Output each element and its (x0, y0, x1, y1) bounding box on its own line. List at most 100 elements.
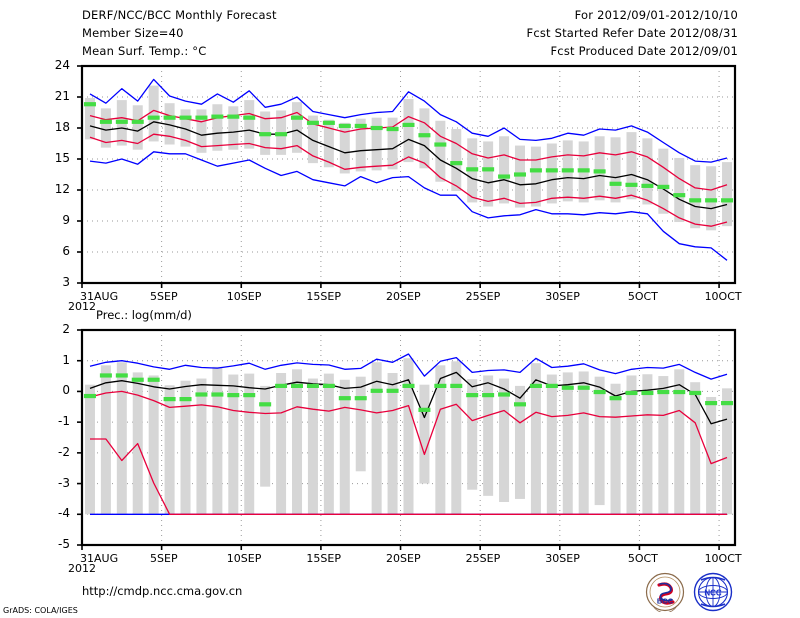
y-tick-label: -4 (58, 506, 70, 521)
precip-panel-label: Prec.: log(mm/d) (96, 308, 192, 322)
ensemble-range-bar (84, 98, 95, 140)
x-tick-label: 10SEP (226, 290, 262, 303)
bcc-logo: BCC (645, 572, 685, 612)
ensemble-range-bar (387, 117, 398, 170)
ensemble-range-bar (339, 379, 350, 515)
panel-temperature (77, 64, 737, 288)
ensemble-range-bar (180, 109, 191, 147)
forecast-start-date: Fcst Started Refer Date 2012/08/31 (526, 26, 738, 40)
x-tick-label: 20SEP (386, 552, 421, 565)
ensemble-range-bar (674, 157, 685, 223)
ensemble-range-bar (642, 374, 653, 515)
ensemble-range-bar (594, 136, 605, 201)
ensemble-range-bar (100, 108, 111, 148)
ensemble-range-bar (212, 366, 223, 515)
website-url[interactable]: http://cmdp.ncc.cma.gov.cn (82, 584, 243, 598)
year-label-top: 2012 (68, 300, 96, 313)
y-tick-label: 18 (54, 120, 70, 134)
y-tick-label: -5 (58, 537, 70, 551)
x-tick-label: 25SEP (465, 552, 501, 565)
ensemble-range-bar (419, 384, 430, 484)
y-tick-label: 2 (62, 322, 70, 336)
y-tick-label: 6 (62, 244, 70, 258)
series-line-ensemble-max (89, 78, 728, 163)
ensemble-range-bar (514, 385, 525, 499)
series-line-ensemble-min (89, 151, 728, 261)
ensemble-range-bar (483, 375, 494, 496)
ensemble-range-bar (690, 382, 701, 515)
y-tick-label: 21 (54, 89, 70, 103)
member-size: Member Size=40 (82, 26, 184, 40)
x-tick-label: 10OCT (704, 552, 742, 565)
ensemble-range-bar (307, 115, 318, 164)
ensemble-range-bar (626, 375, 637, 515)
ensemble-range-bar (451, 361, 462, 515)
x-tick-label: 5SEP (150, 290, 178, 303)
x-tick-label: 15SEP (306, 290, 341, 303)
y-tick-label: 0 (62, 383, 70, 398)
ensemble-range-bar (244, 373, 255, 515)
x-tick-label: 5OCT (627, 290, 658, 303)
ensemble-range-bar (483, 141, 494, 207)
series-line-mean-spread (89, 390, 728, 465)
series-line-ensemble-mean (89, 121, 728, 210)
plot-background-temperature (82, 66, 735, 283)
ensemble-range-bar (148, 375, 159, 515)
ensemble-range-bar (467, 379, 478, 490)
panel-precipitation (77, 328, 737, 550)
ensemble-range-bar (642, 138, 653, 205)
x-tick-label: 15SEP (306, 552, 341, 565)
ensemble-range-bar (371, 117, 382, 171)
ensemble-range-bar (276, 373, 287, 515)
ensemble-range-bar (419, 108, 430, 169)
plot-frame-precipitation (80, 328, 737, 547)
ensemble-range-bar (196, 378, 207, 515)
ncc-logo: NCC (693, 572, 733, 612)
ensemble-range-bar (594, 376, 605, 506)
series-line-ensemble-max (89, 353, 728, 380)
x-tick-label: 5SEP (150, 552, 178, 565)
ensemble-range-bar (180, 380, 191, 515)
ensemble-range-bar (722, 388, 733, 515)
ensemble-range-bar (355, 376, 366, 472)
ensemble-range-bar (403, 358, 414, 515)
ensemble-range-bar (690, 165, 701, 229)
ensemble-range-bar (323, 373, 334, 515)
ensemble-range-bar (339, 122, 350, 174)
ensemble-range-bar (323, 119, 334, 168)
x-tick-label: 30SEP (545, 290, 580, 303)
ensemble-range-bar (499, 136, 510, 204)
ensemble-range-bar (292, 369, 303, 515)
ensemble-range-bar (562, 372, 573, 515)
y-tick-label: 15 (54, 151, 70, 165)
forecast-period: For 2012/09/01-2012/10/10 (574, 8, 738, 22)
ensemble-range-bar (116, 362, 127, 515)
ensemble-range-bar (84, 384, 95, 515)
ensemble-range-bar (658, 376, 669, 515)
ensemble-range-bar (610, 137, 621, 203)
ensemble-range-bar (148, 85, 159, 142)
y-tick-label: 24 (54, 58, 70, 72)
ensemble-range-bar (387, 373, 398, 515)
y-tick-label: 9 (62, 213, 70, 227)
y-tick-label: -3 (58, 475, 70, 490)
x-tick-label: 10SEP (226, 552, 262, 565)
year-label-bottom: 2012 (68, 562, 96, 575)
y-tick-label: -2 (58, 444, 70, 459)
ensemble-range-bar (228, 374, 239, 515)
x-tick-label: 10OCT (704, 290, 742, 303)
series-line-mean-spread (89, 109, 728, 191)
x-tick-label: 31AUG (80, 552, 119, 565)
ensemble-range-bar (499, 378, 510, 502)
ensemble-range-bar (212, 104, 223, 151)
forecast-produced-date: Fcst Produced Date 2012/09/01 (550, 44, 738, 58)
series-line-lower-spread-tail (90, 438, 727, 515)
ensemble-range-bar (435, 365, 446, 515)
ensemble-range-bar (626, 132, 637, 200)
y-tick-label: 3 (62, 275, 70, 289)
ensemble-range-bar (435, 120, 446, 182)
ensemble-range-bar (132, 105, 143, 150)
ensemble-range-bar (706, 396, 717, 515)
ensemble-range-bar (228, 106, 239, 150)
x-tick-label: 5OCT (627, 552, 658, 565)
